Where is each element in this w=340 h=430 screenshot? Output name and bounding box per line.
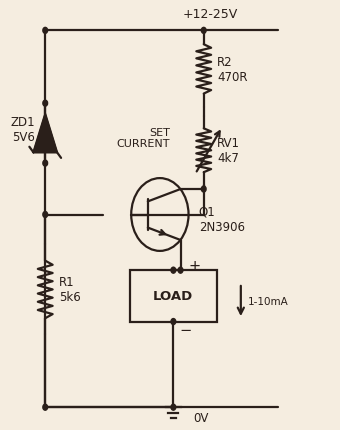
Bar [130,270,217,322]
Text: RV1
4k7: RV1 4k7 [217,137,240,165]
Circle shape [43,161,48,167]
Circle shape [171,404,176,410]
Text: ZD1
5V6: ZD1 5V6 [11,116,35,144]
Polygon shape [33,115,57,153]
Text: Q1
2N3906: Q1 2N3906 [199,205,245,233]
Circle shape [43,212,48,218]
Text: LOAD: LOAD [153,290,193,303]
Text: +: + [189,259,201,274]
Circle shape [171,267,176,273]
Text: R1
5k6: R1 5k6 [59,276,81,304]
Circle shape [201,28,206,34]
Text: 0V: 0V [193,412,209,424]
Text: +12-25V: +12-25V [183,8,238,21]
Circle shape [201,187,206,193]
Circle shape [43,101,48,107]
Circle shape [43,28,48,34]
Circle shape [43,404,48,410]
Text: −: − [180,322,192,337]
Circle shape [171,319,176,325]
Text: R2
470R: R2 470R [217,56,248,84]
Text: SET
CURRENT: SET CURRENT [117,127,170,149]
Circle shape [178,267,183,273]
Text: 1-10mA: 1-10mA [248,296,288,306]
